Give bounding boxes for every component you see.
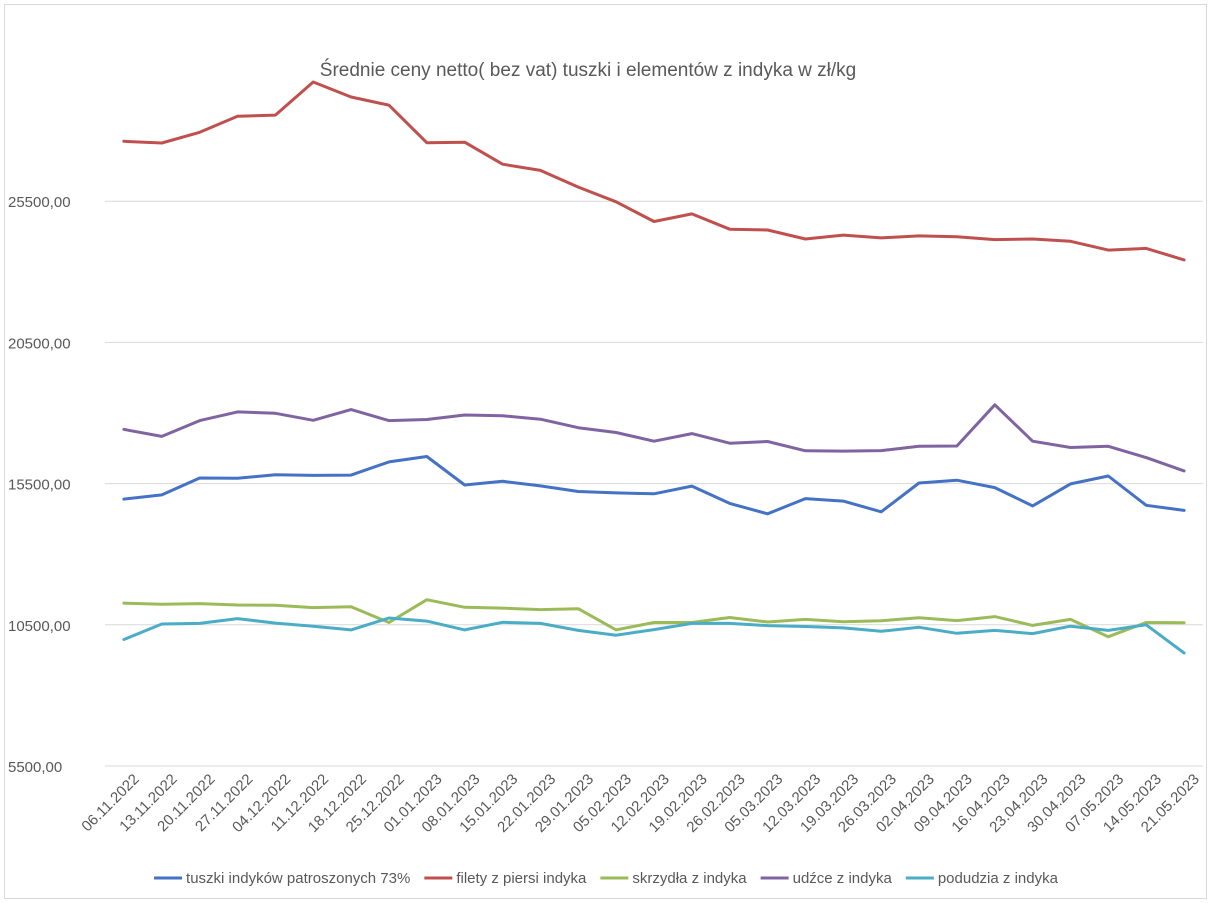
y-axis-tick-labels: 5500,00 10500,00 15500,00 20500,00 25500,00 [8, 194, 71, 776]
series-lines [122, 80, 1186, 655]
x-axis: 06.11.202213.11.202220.11.202227.11.2022… [78, 765, 1203, 836]
legend-item: podudzia z indyka [905, 870, 1059, 887]
y-tick-label: 15500,00 [8, 477, 71, 494]
legend-item: tuszki indyków patroszonych 73% [154, 870, 410, 887]
chart-title: Średnie ceny netto( bez vat) tuszki i el… [320, 59, 856, 81]
series-line-5 [122, 616, 1186, 655]
chart-frame [4, 4, 1207, 899]
series-line-4 [122, 403, 1186, 473]
legend-item: filety z piersi indyka [424, 870, 587, 887]
y-tick-label: 25500,00 [8, 194, 71, 211]
legend-label: tuszki indyków patroszonych 73% [186, 870, 410, 887]
legend: tuszki indyków patroszonych 73% filety z … [154, 870, 1059, 887]
legend-label: filety z piersi indyka [456, 870, 587, 887]
legend-item: udźce z indyka [760, 870, 893, 887]
series-line-3 [122, 598, 1186, 639]
gridlines [105, 200, 1203, 767]
y-tick-label: 20500,00 [8, 335, 71, 352]
legend-label: skrzydła z indyka [632, 870, 747, 887]
y-tick-label: 10500,00 [8, 618, 71, 635]
legend-label: udźce z indyka [793, 870, 893, 887]
legend-item: skrzydła z indyka [600, 870, 747, 887]
series-line-2 [122, 80, 1186, 262]
y-tick-label: 5500,00 [8, 759, 62, 776]
series-line-1 [122, 455, 1186, 516]
legend-label: podudzia z indyka [938, 870, 1059, 887]
